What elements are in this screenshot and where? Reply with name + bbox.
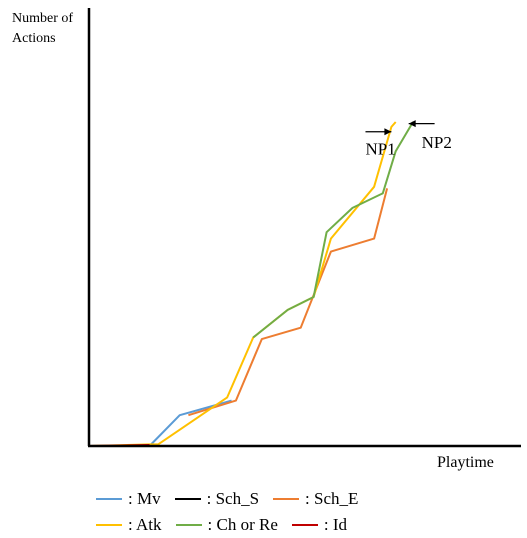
legend-item-mv: : Mv: [96, 489, 161, 509]
series-line-mv: [89, 399, 232, 447]
legend-row-2: : Atk : Ch or Re : Id: [96, 512, 516, 538]
legend-item-ch-or-re: : Ch or Re: [175, 515, 278, 535]
legend-label-id: : Id: [323, 515, 348, 534]
legend-item-atk: : Atk: [96, 515, 162, 535]
annotation-np2: NP2: [422, 133, 452, 152]
y-axis-label-line-2: Actions: [12, 31, 56, 46]
annotation-arrow-1: [365, 128, 392, 136]
legend-label-sch-e: : Sch_E: [305, 489, 359, 508]
legend-swatch-sch-e: [273, 498, 300, 500]
chart: NP1 NP2 Number of Actions Playtime: [12, 8, 521, 471]
legend-label-mv: : Mv: [128, 489, 161, 508]
legend-row-1: : Mv : Sch_S : Sch_E: [96, 486, 516, 512]
series-line-ch-or-re: [252, 121, 414, 339]
legend-swatch-ch-or-re: [175, 524, 202, 526]
annotation-arrow-2: [408, 120, 435, 128]
legend-item-sch-s: : Sch_S: [174, 489, 260, 509]
y-axis-label-line-1: Number of: [12, 11, 73, 26]
legend-swatch-id: [291, 524, 318, 526]
annotation-np1: NP1: [365, 139, 395, 158]
legend-swatch-mv: [96, 498, 122, 500]
legend-swatch-atk: [96, 524, 122, 526]
x-axis-label: Playtime: [437, 454, 494, 471]
legend-item-id: : Id: [291, 515, 348, 535]
legend-item-sch-e: : Sch_E: [273, 489, 358, 509]
series-line-sch-e: [188, 188, 389, 417]
legend-label-atk: : Atk: [128, 515, 162, 534]
legend-label-sch-s: : Sch_S: [206, 489, 260, 508]
legend-label-ch-or-re: : Ch or Re: [207, 515, 278, 534]
legend-swatch-sch-s: [174, 498, 201, 500]
legend: : Mv : Sch_S : Sch_E : Atk : Ch or Re : …: [96, 486, 516, 538]
series-line-atk: [88, 121, 397, 447]
